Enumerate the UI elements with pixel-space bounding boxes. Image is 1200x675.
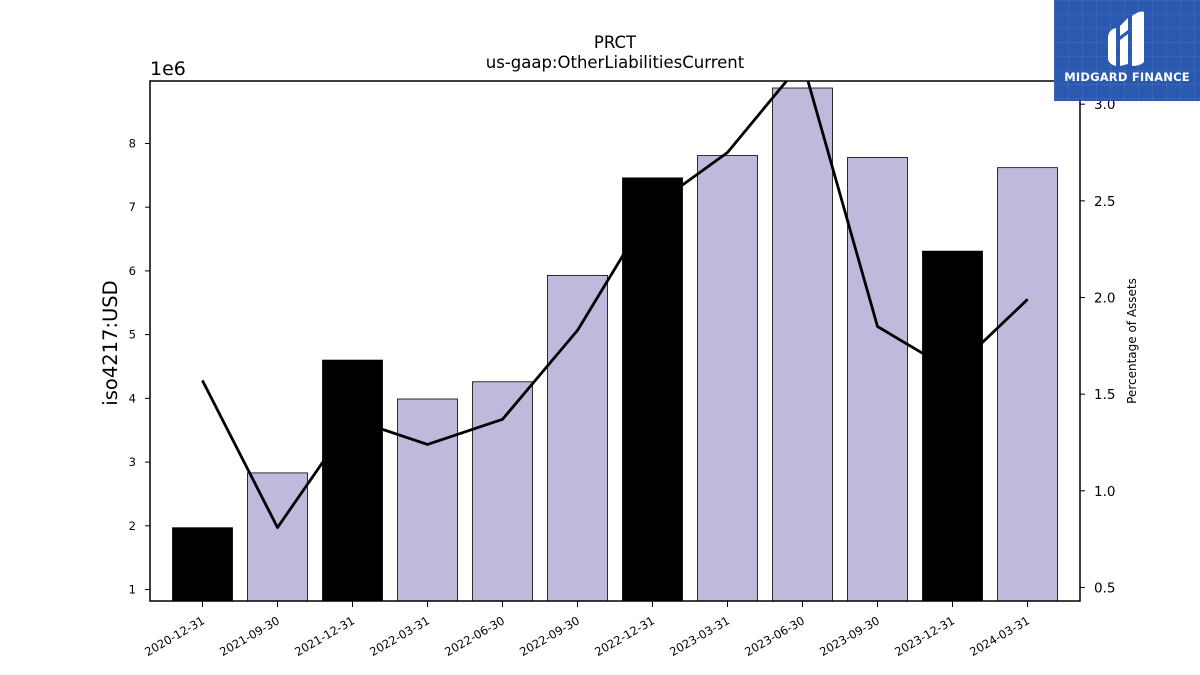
chart-title: PRCT bbox=[594, 33, 637, 52]
y-tick-label: 4 bbox=[129, 391, 136, 405]
right-axis-ticks: 0.5 1.0 1.5 2.0 2.5 3.0 bbox=[1080, 97, 1115, 596]
x-tick-label: 2022-03-31 bbox=[367, 613, 432, 659]
y-tick-label: 2 bbox=[129, 519, 136, 533]
x-tick-label: 2021-09-30 bbox=[217, 613, 282, 659]
x-tick-label: 2023-03-31 bbox=[667, 613, 732, 659]
line-point-2022-09-30 bbox=[576, 329, 579, 331]
bar-2022-12-31 bbox=[622, 177, 683, 602]
y2-tick-label: 2.0 bbox=[1094, 291, 1115, 307]
bar-2024-03-31 bbox=[997, 167, 1058, 602]
bar-2021-09-30 bbox=[247, 472, 308, 602]
x-tick-label: 2023-09-30 bbox=[817, 613, 882, 659]
line-point-2022-03-31 bbox=[426, 443, 429, 446]
bar-2022-03-31 bbox=[397, 398, 458, 602]
line-point-2023-03-31 bbox=[726, 151, 729, 154]
logo-text: MIDGARD FINANCE bbox=[1064, 70, 1190, 84]
line-point-2023-06-30 bbox=[802, 61, 803, 62]
y-axis-label: iso4217:USD bbox=[99, 280, 122, 405]
x-tick-label: 2024-03-31 bbox=[967, 613, 1032, 659]
line-point-2023-12-31 bbox=[951, 370, 954, 372]
x-tick-label: 2021-12-31 bbox=[292, 613, 357, 659]
y2-tick-label: 3.0 bbox=[1094, 97, 1115, 113]
line-point-2024-03-31 bbox=[1026, 298, 1029, 301]
line-point-2023-09-30 bbox=[876, 325, 879, 328]
y2-tick-label: 1.5 bbox=[1094, 387, 1115, 403]
line-point-2022-12-31 bbox=[651, 206, 654, 208]
y-tick-label: 8 bbox=[129, 136, 136, 150]
bar-2022-06-30 bbox=[472, 381, 533, 602]
bar-2020-12-31 bbox=[172, 527, 233, 602]
y-offset-label: 1e6 bbox=[150, 58, 186, 80]
plot-frame bbox=[149, 80, 1081, 602]
midgard-logo-icon bbox=[1108, 11, 1144, 66]
line-series bbox=[201, 61, 1029, 529]
y-tick-label: 6 bbox=[129, 264, 136, 278]
brand-logo: MIDGARD FINANCE bbox=[1054, 0, 1200, 101]
y-tick-label: 1 bbox=[129, 583, 136, 597]
bar-2022-09-30 bbox=[547, 274, 608, 602]
bar-2023-09-30 bbox=[847, 157, 908, 602]
bar-2021-12-31 bbox=[322, 359, 383, 602]
line-point-2021-12-31 bbox=[351, 418, 354, 420]
y-tick-label: 3 bbox=[129, 455, 136, 469]
y2-tick-label: 1.0 bbox=[1094, 484, 1115, 500]
bar-2023-12-31 bbox=[922, 250, 983, 602]
x-axis-ticks: 2020-12-31 2021-09-30 2021-12-31 2022-03-31… bbox=[142, 601, 1032, 659]
y-tick-label: 7 bbox=[129, 200, 136, 214]
y2-tick-label: 0.5 bbox=[1094, 580, 1115, 596]
x-tick-label: 2023-12-31 bbox=[892, 613, 957, 659]
chart-subtitle: us-gaap:OtherLiabilitiesCurrent bbox=[486, 53, 745, 72]
left-axis-ticks: 1 2 3 4 5 6 7 8 bbox=[129, 136, 150, 597]
bar-2023-06-30 bbox=[772, 87, 833, 602]
bar-series bbox=[172, 87, 1058, 602]
percentage-line bbox=[201, 81, 1029, 529]
bar-2023-03-31 bbox=[697, 155, 758, 602]
y2-tick-label: 2.5 bbox=[1094, 194, 1115, 210]
line-point-2022-06-30 bbox=[501, 418, 504, 420]
x-tick-label: 2022-06-30 bbox=[442, 613, 507, 659]
y-tick-label: 5 bbox=[129, 328, 136, 342]
x-tick-label: 2022-09-30 bbox=[517, 613, 582, 659]
x-tick-label: 2022-12-31 bbox=[592, 613, 657, 659]
line-point-2020-12-31 bbox=[201, 380, 204, 382]
x-tick-label: 2023-06-30 bbox=[742, 613, 807, 659]
y2-axis-label: Percentage of Assets bbox=[1125, 278, 1139, 404]
line-point-2021-09-30 bbox=[276, 526, 279, 529]
x-tick-label: 2020-12-31 bbox=[142, 613, 207, 659]
